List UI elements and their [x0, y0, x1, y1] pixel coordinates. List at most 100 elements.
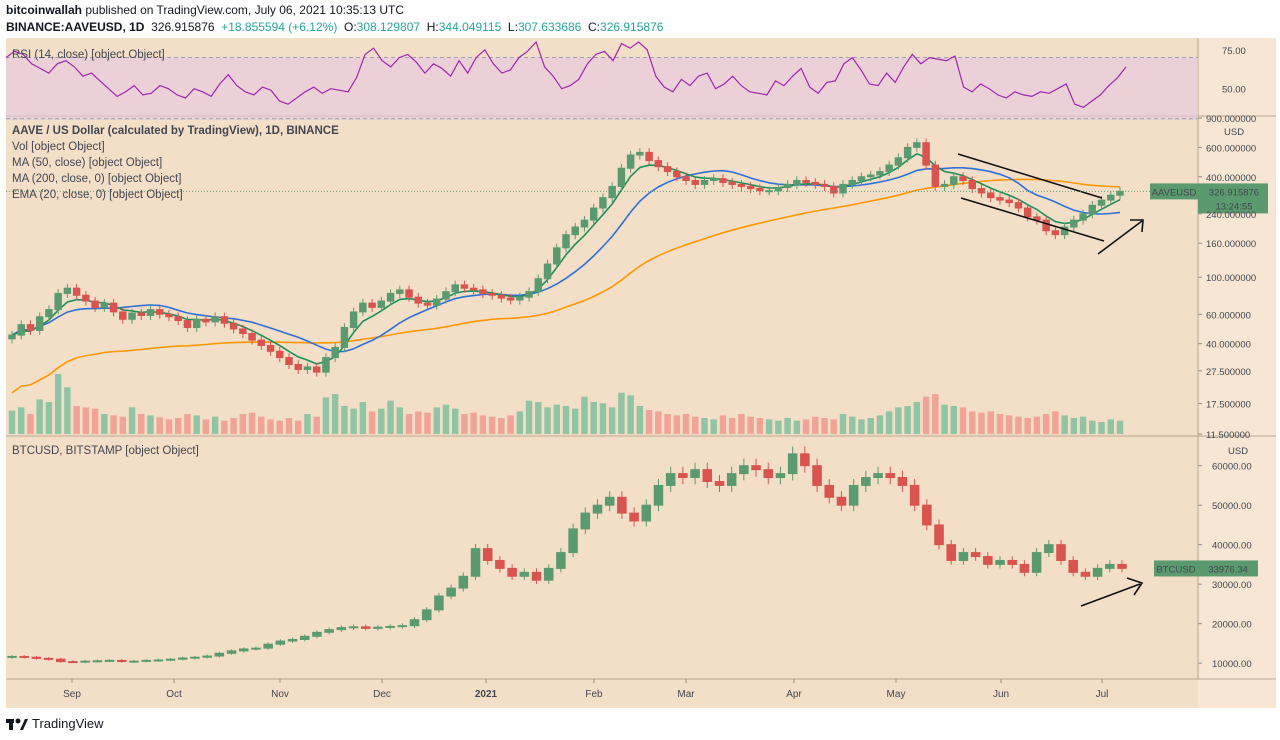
candle-body	[543, 263, 552, 280]
volume-bar	[378, 408, 385, 434]
candle-body	[737, 183, 746, 187]
volume-bar	[1005, 415, 1013, 434]
time-label: Dec	[373, 689, 391, 700]
candle-body	[276, 350, 284, 359]
candle-body	[1014, 202, 1023, 209]
btc-candle-body	[751, 465, 761, 471]
volume-bar	[525, 400, 533, 434]
volume-bar	[701, 418, 708, 434]
chart-svg[interactable]: AAVEUSD 326.915876 13:24:55 BTCUSD 33976.34…	[6, 38, 1276, 708]
btc-tick-label: 20000.00	[1212, 620, 1252, 631]
time-label: Apr	[786, 689, 802, 700]
volume-bar	[433, 407, 440, 434]
volume-bar	[202, 419, 210, 434]
open-value: 308.129807	[356, 20, 421, 34]
open-label: O:	[343, 20, 357, 34]
volume-bar	[682, 414, 690, 434]
candle-body	[1079, 213, 1087, 221]
volume-bar	[174, 418, 182, 434]
btc-candle-body	[543, 567, 554, 581]
volume-bar	[636, 406, 644, 434]
volume-bar	[295, 420, 302, 434]
volume-bar	[802, 419, 810, 434]
candle-body	[248, 333, 256, 341]
btc-candle-body	[934, 524, 944, 546]
btc-candle-body	[251, 647, 261, 650]
volume-bar	[350, 408, 357, 434]
candle-body	[156, 309, 164, 315]
candle-body	[940, 183, 949, 187]
volume-bar	[581, 396, 588, 434]
chart-header: bitcoinwallah published on TradingView.c…	[6, 2, 1276, 38]
author-name[interactable]: bitcoinwallah	[6, 3, 83, 17]
btc-candle-body	[1056, 544, 1066, 561]
main-tick-label: 17.500000	[1206, 400, 1251, 411]
candle-body	[1070, 219, 1078, 228]
candle-body	[377, 300, 386, 308]
candle-body	[285, 357, 293, 366]
candle-body	[442, 291, 450, 300]
candle-body	[783, 183, 792, 188]
candle-body	[35, 316, 44, 331]
countdown-tag: 13:24:55	[1216, 201, 1253, 212]
candle-body	[220, 316, 229, 324]
time-label: Sep	[63, 689, 81, 700]
candle-body	[303, 366, 312, 371]
high-label: H:	[426, 20, 439, 34]
main-tick-label: 160.000000	[1206, 239, 1256, 250]
btc-candle-body	[446, 587, 456, 597]
candle-body	[774, 186, 783, 192]
candle-body	[460, 284, 469, 289]
volume-bar	[544, 407, 551, 434]
btc-candle-body	[629, 512, 639, 522]
btc-candle-body	[385, 625, 395, 628]
time-label: Mar	[677, 689, 695, 700]
btc-candle-body	[7, 655, 17, 658]
volume-bar	[156, 417, 163, 434]
main-tick-label: 400.000000	[1206, 173, 1256, 184]
volume-bar	[101, 414, 108, 434]
candle-body	[682, 176, 690, 181]
chart-area[interactable]: AAVEUSD 326.915876 13:24:55 BTCUSD 33976.34…	[6, 38, 1276, 708]
btc-candle-body	[1080, 571, 1091, 577]
symbol-label: BINANCE:AAVEUSD, 1D	[6, 20, 145, 34]
candle-body	[174, 316, 182, 322]
btc-candle-body	[763, 469, 774, 479]
candle-body	[54, 292, 62, 311]
price-axis-background	[1198, 38, 1276, 708]
candle-body	[469, 287, 478, 291]
candle-body	[746, 185, 755, 190]
candle-body	[830, 185, 838, 194]
brand-name[interactable]: TradingView	[32, 715, 104, 731]
btc-candle-body	[824, 484, 835, 498]
rsi-title: RSI (14, close) [object Object]	[12, 49, 165, 61]
btc-last-price-bg	[1198, 560, 1258, 577]
volume-bar	[618, 392, 625, 434]
volume-bar	[950, 406, 958, 434]
candle-body	[599, 197, 607, 209]
btc-candle-body	[178, 657, 188, 660]
candle-body	[506, 297, 515, 301]
volume-bar	[913, 402, 921, 434]
candle-body	[146, 309, 155, 316]
main-currency-label: USD	[1224, 127, 1244, 138]
volume-bar	[1098, 422, 1105, 434]
candle-body	[802, 179, 810, 183]
volume-bar	[655, 411, 662, 434]
candle-body	[580, 219, 589, 228]
candle-body	[192, 318, 201, 328]
btc-arrow	[1080, 583, 1141, 607]
volume-bar	[313, 416, 320, 434]
volume-bar	[193, 415, 200, 434]
btc-symbol-tag-bg	[1154, 560, 1198, 577]
btc-tick-label: 60000.00	[1212, 462, 1252, 473]
wedge-upper-trendline	[957, 153, 1103, 199]
candle-body	[137, 312, 145, 316]
volume-bar	[1061, 415, 1068, 434]
volume-bar	[1024, 418, 1031, 434]
candle-body	[987, 192, 995, 199]
btc-candle-body	[580, 512, 591, 530]
volume-bar	[867, 418, 874, 434]
btc-candle-body	[263, 643, 273, 649]
volume-bar	[562, 406, 570, 434]
